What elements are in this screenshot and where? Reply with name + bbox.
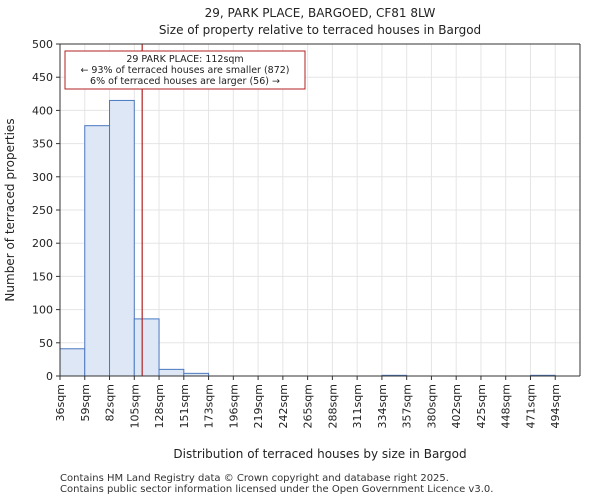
chart-subtitle: Size of property relative to terraced ho…: [159, 23, 481, 37]
x-tick-label: 425sqm: [475, 384, 488, 428]
annotation-line-1: 29 PARK PLACE: 112sqm: [126, 54, 243, 65]
y-axis-label: Number of terraced properties: [3, 118, 17, 301]
y-tick-label: 0: [46, 370, 53, 383]
x-tick-label: 219sqm: [252, 384, 265, 428]
x-tick-label: 357sqm: [401, 384, 414, 428]
bar: [158, 368, 185, 377]
x-tick-label: 402sqm: [450, 384, 463, 428]
x-tick-label: 334sqm: [376, 384, 389, 428]
bars-group: [59, 99, 556, 377]
x-tick-label: 173sqm: [203, 384, 216, 428]
x-tick-label: 265sqm: [302, 384, 315, 428]
x-tick-label: 36sqm: [54, 384, 67, 421]
footer: Contains HM Land Registry data © Crown c…: [60, 473, 493, 495]
y-tick-label: 450: [32, 71, 53, 84]
x-tick-label: 196sqm: [227, 384, 240, 428]
footer-line-2: Contains public sector information licen…: [60, 484, 494, 495]
y-tick-label: 300: [32, 171, 53, 184]
y-tick-label: 200: [32, 237, 53, 250]
x-tick-label: 59sqm: [79, 384, 92, 421]
annotation-line-2: ← 93% of terraced houses are smaller (87…: [80, 65, 289, 76]
annotation-box: [64, 50, 306, 90]
x-axis-label: Distribution of terraced houses by size …: [173, 447, 466, 461]
annotation-line-3: 6% of terraced houses are larger (56) →: [90, 76, 280, 87]
y-tick-label: 150: [32, 270, 53, 283]
x-tick-label: 471sqm: [524, 384, 537, 428]
footer-line-1: Contains HM Land Registry data © Crown c…: [60, 473, 449, 484]
x-tick-label: 448sqm: [500, 384, 513, 428]
bar: [59, 348, 86, 377]
y-tick-label: 250: [32, 204, 53, 217]
annotation-group: 29 PARK PLACE: 112sqm← 93% of terraced h…: [64, 50, 306, 90]
x-tick-label: 151sqm: [178, 384, 191, 428]
x-tick-label: 311sqm: [351, 384, 364, 428]
y-tick-label: 400: [32, 104, 53, 117]
y-tick-label: 100: [32, 304, 53, 317]
axes-group: 0 50 100 150 200 250 300 350 400 450 500 36sqm 59sqm…: [32, 38, 581, 428]
bar: [109, 99, 135, 377]
x-tick-label: 128sqm: [153, 384, 166, 428]
bar: [133, 318, 160, 377]
y-tick-label: 350: [32, 138, 53, 151]
x-tick-label: 288sqm: [326, 384, 339, 428]
y-tick-label: 50: [39, 337, 53, 350]
x-tick-label: 105sqm: [128, 384, 141, 428]
chart-title: 29, PARK PLACE, BARGOED, CF81 8LW: [205, 6, 436, 20]
x-tick-label: 242sqm: [277, 384, 290, 428]
x-tick-label: 82sqm: [104, 384, 117, 421]
x-tick-label: 380sqm: [425, 384, 438, 428]
bar: [84, 125, 111, 377]
y-tick-label: 500: [32, 38, 53, 51]
x-tick-label: 494sqm: [549, 384, 562, 428]
